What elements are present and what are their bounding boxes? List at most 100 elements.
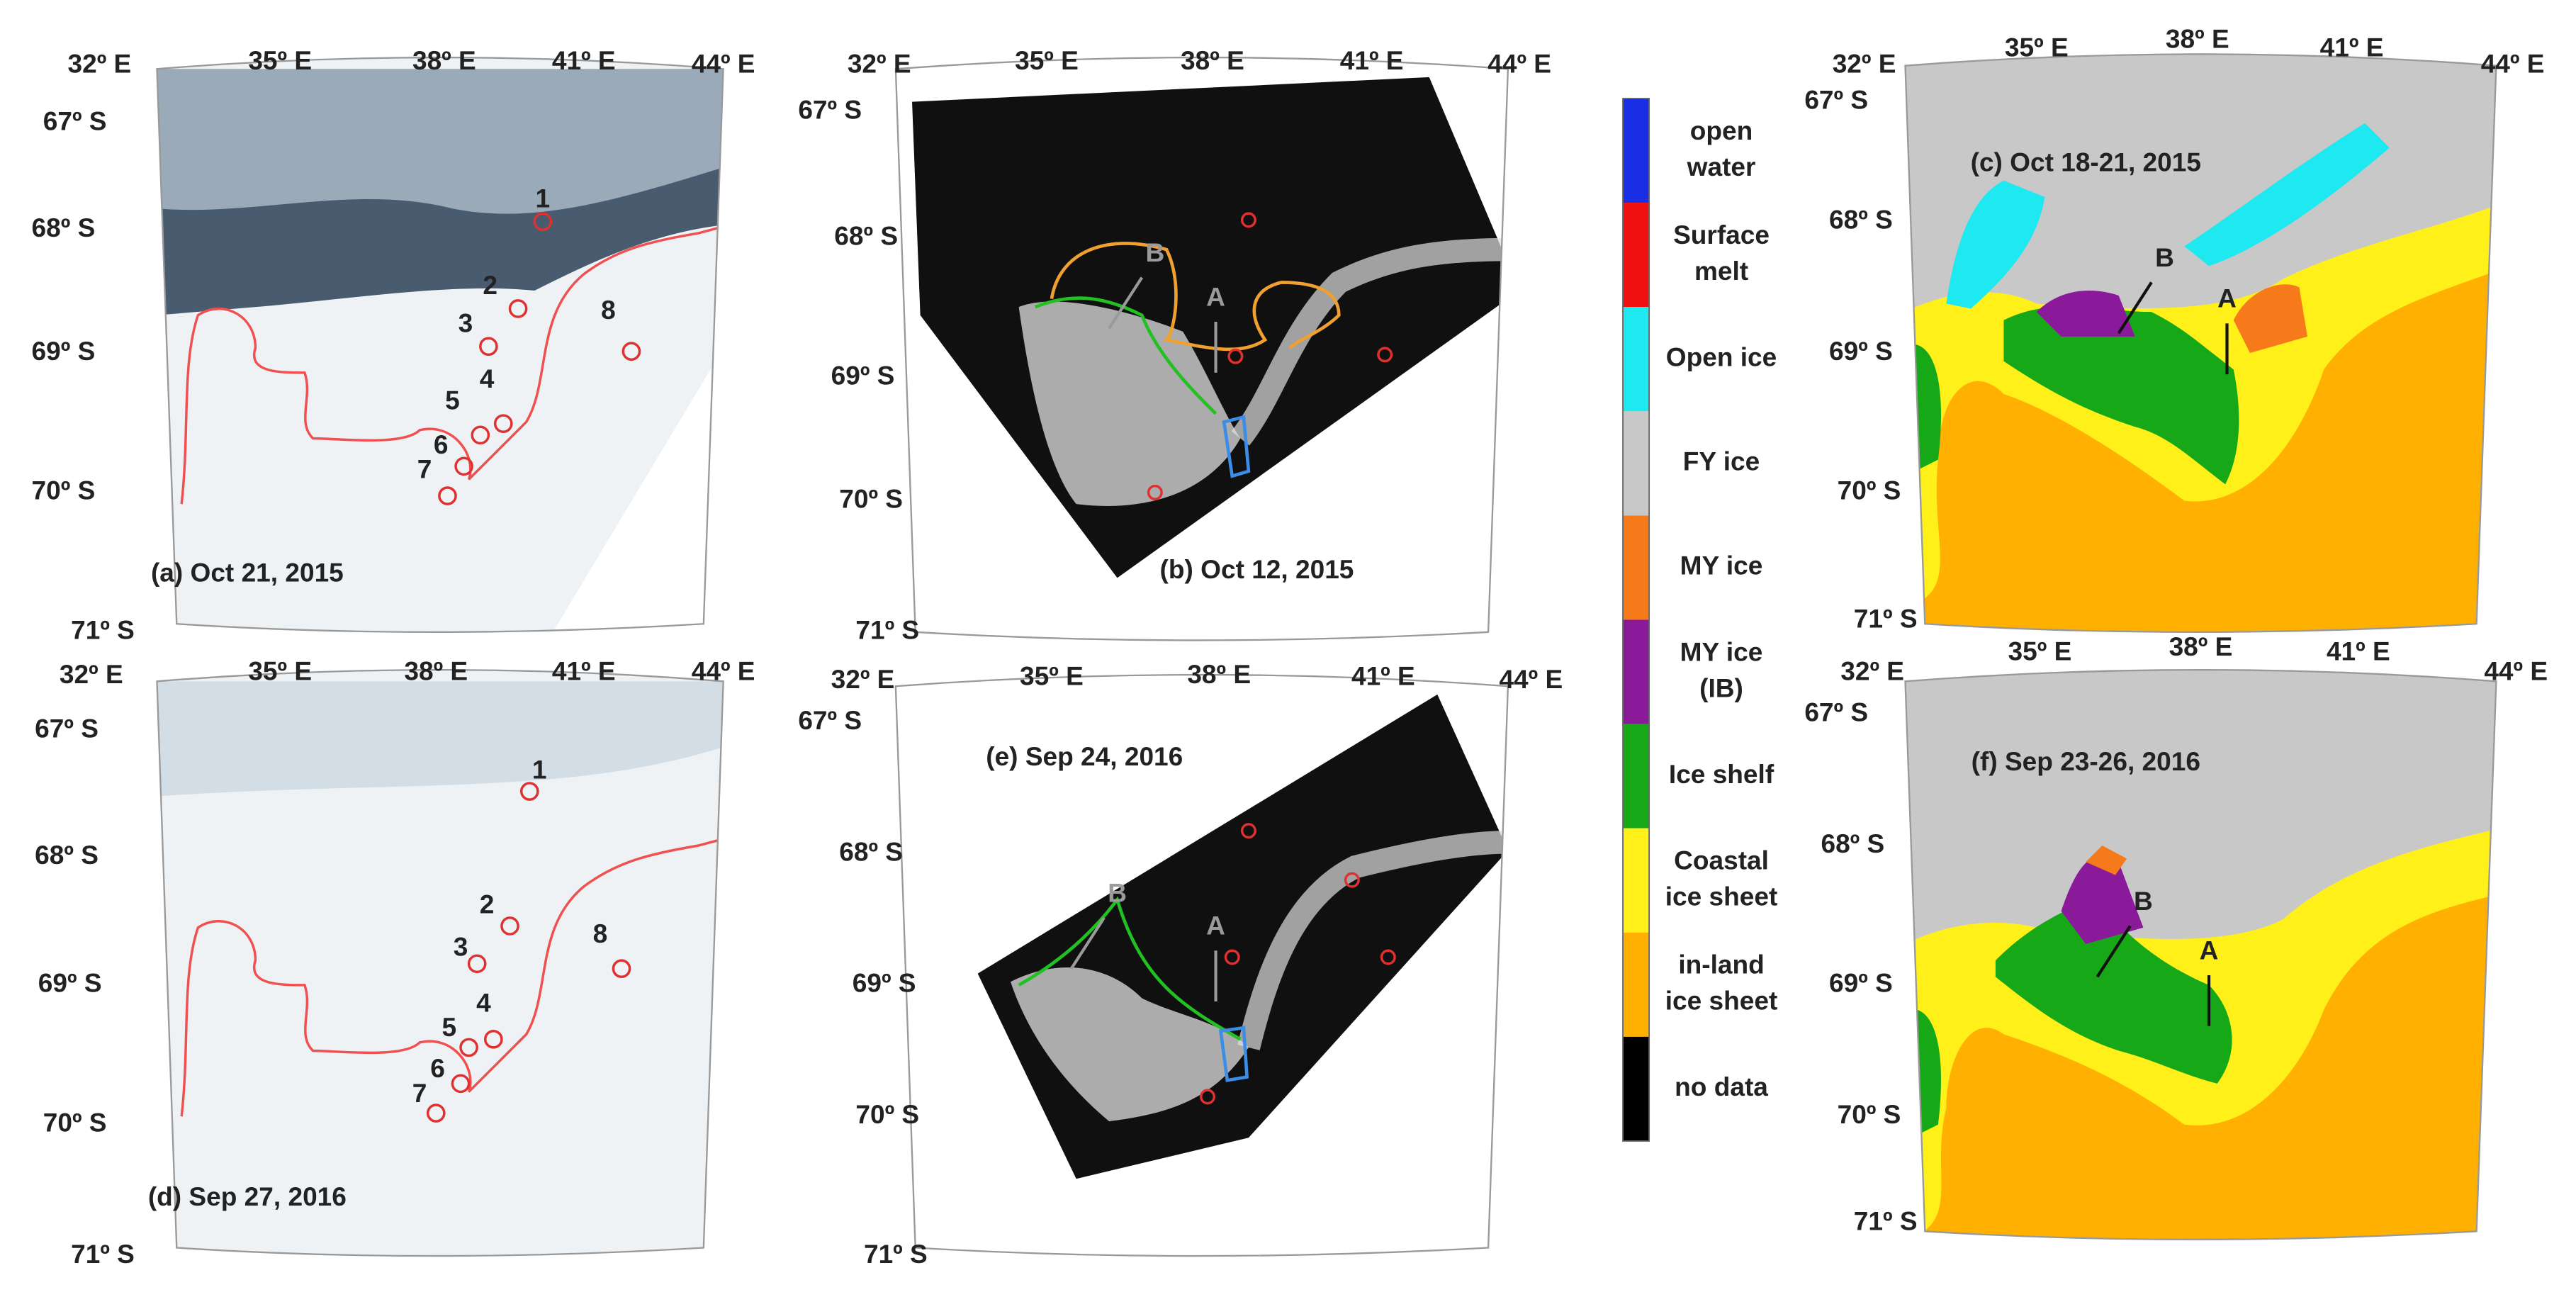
panel-caption: (d) Sep 27, 2016: [148, 1181, 347, 1211]
my-ice-ib: [2036, 291, 2135, 337]
lon-tick-label: 44º E: [2484, 656, 2548, 686]
site-circle: [533, 212, 553, 232]
lon-tick-label: 44º E: [1499, 664, 1563, 694]
region-letter: B: [1108, 877, 1127, 907]
lat-tick-label: 70º S: [43, 1108, 107, 1138]
site-label: 2: [480, 889, 495, 919]
my-ice: [2086, 845, 2127, 875]
lon-tick-label: 32º E: [848, 48, 911, 78]
legend-swatch: [1623, 1036, 1650, 1141]
lon-tick-label: 41º E: [552, 45, 616, 75]
outline-blue: [1222, 415, 1251, 478]
site-circle: [612, 959, 631, 979]
coast-bright: [1231, 237, 1508, 446]
site-circle: [1344, 872, 1360, 888]
lon-tick-label: 32º E: [60, 659, 123, 689]
lat-tick-label: 71º S: [1854, 603, 1918, 633]
site-label: 3: [454, 932, 468, 962]
shading: [157, 681, 724, 797]
legend-label: open: [1690, 116, 1753, 145]
lon-tick-label: 41º E: [1340, 45, 1404, 75]
site-circle: [519, 782, 539, 801]
legend-label: ice sheet: [1665, 986, 1778, 1016]
lon-tick-label: 32º E: [68, 48, 132, 78]
ice-shelf: [1011, 967, 1249, 1122]
lat-tick-label: 67º S: [798, 705, 862, 735]
panel: [1905, 670, 2497, 1240]
my-ice: [2233, 284, 2308, 354]
site-label: 1: [536, 183, 551, 213]
site-label: 2: [483, 270, 497, 300]
lat-tick-label: 67º S: [43, 106, 107, 136]
panel-frame: [894, 673, 1509, 1257]
lon-tick-label: 35º E: [248, 656, 312, 686]
site-circle: [493, 414, 513, 433]
legend-swatch: [1623, 619, 1650, 724]
lon-tick-label: 41º E: [552, 656, 616, 686]
lon-tick-label: 35º E: [248, 45, 312, 75]
lat-tick-label: 70º S: [855, 1099, 919, 1129]
lat-tick-label: 67º S: [35, 714, 99, 743]
legend-label: Surface: [1673, 220, 1770, 249]
lon-tick-label: 38º E: [1181, 45, 1244, 75]
site-label: 4: [476, 987, 491, 1017]
lon-tick-label: 38º E: [2166, 24, 2229, 54]
open-ice: [1946, 180, 2045, 309]
open-ice: [2184, 123, 2390, 266]
legend-label: FY ice: [1683, 447, 1760, 476]
lat-tick-label: 69º S: [38, 968, 102, 998]
site-circle: [1380, 949, 1396, 965]
legend-swatch: [1623, 98, 1650, 203]
site-circle: [508, 299, 528, 318]
coastline: [180, 838, 724, 1117]
lon-tick-label: 44º E: [692, 656, 755, 686]
lon-tick-label: 32º E: [831, 664, 895, 694]
panel-caption: (e) Sep 24, 2016: [986, 741, 1183, 771]
site-circle: [500, 916, 519, 936]
site-circle: [1240, 823, 1256, 839]
site-circle: [484, 1029, 503, 1049]
lat-tick-label: 67º S: [798, 94, 862, 124]
legend-swatch: [1623, 411, 1650, 516]
region-letter: B: [2134, 886, 2153, 916]
lon-tick-label: 35º E: [2005, 32, 2069, 62]
legend-label: Coastal: [1674, 846, 1769, 875]
outline-blue: [1218, 1026, 1249, 1082]
site-label: 8: [601, 295, 616, 325]
site-label: 8: [593, 919, 608, 948]
no-data: [551, 348, 724, 632]
site-circle: [451, 1074, 471, 1094]
panel: [977, 694, 1508, 1179]
panel-caption: (c) Oct 18-21, 2015: [1971, 147, 2201, 176]
my-ice-ib: [2061, 855, 2144, 944]
legend-swatch: [1623, 203, 1650, 308]
lon-tick-label: 35º E: [1020, 661, 1084, 690]
lat-tick-label: 67º S: [1804, 697, 1868, 726]
lon-tick-label: 41º E: [1351, 661, 1415, 690]
region-letter: B: [2155, 242, 2174, 272]
panel-frame: [156, 668, 724, 1257]
site-label: 4: [480, 364, 495, 393]
site-circle: [1224, 949, 1240, 965]
panel: [1905, 54, 2497, 632]
lat-tick-label: 71º S: [864, 1239, 928, 1269]
site-circle: [479, 337, 498, 356]
site-circle: [1240, 212, 1256, 228]
lat-tick-label: 69º S: [831, 361, 895, 391]
legend-label: (IB): [1699, 673, 1743, 702]
lat-tick-label: 70º S: [1838, 476, 1901, 505]
region-arrow: [2096, 925, 2132, 978]
site-circle: [621, 342, 641, 361]
outline-green: [1018, 896, 1242, 1041]
site-label: 1: [532, 755, 547, 785]
ice-shelf: [1995, 894, 2232, 1084]
coastline: [180, 225, 724, 505]
lon-tick-label: 32º E: [1840, 656, 1904, 686]
legend-swatch: [1623, 828, 1650, 933]
region-letter: B: [1145, 237, 1164, 267]
legend-swatch: [1623, 307, 1650, 412]
lat-tick-label: 71º S: [71, 1239, 135, 1269]
panel-frame: [156, 56, 724, 633]
region-arrow: [1108, 276, 1144, 330]
